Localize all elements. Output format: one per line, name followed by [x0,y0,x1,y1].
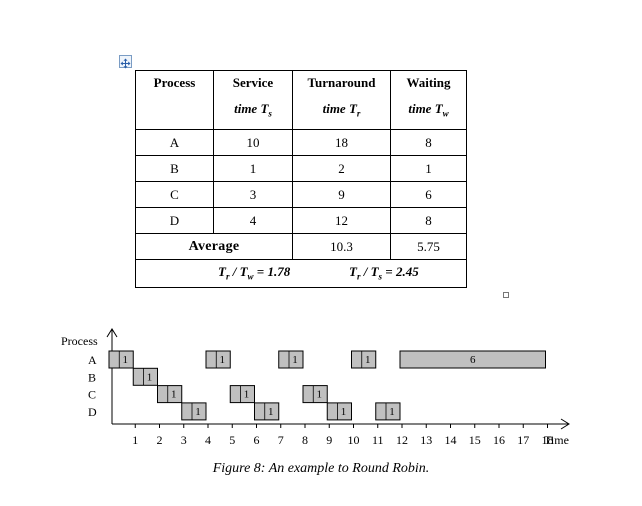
cell-turnaround: 9 [292,181,391,208]
gantt-bar [302,385,328,404]
cell-waiting: 8 [390,129,467,156]
cell-process: A [135,129,214,156]
table-row: A 10 18 8 [135,129,467,156]
x-tick-label: 12 [396,433,408,447]
process-label: A [88,353,97,367]
gantt-bar-label: 1 [268,406,274,418]
ratio-tr-ts: Tr / Ts = 2.45 [349,264,419,282]
x-tick-label: 9 [326,433,332,447]
header-service-time: Service time Ts [213,70,293,130]
gantt-bar-label: 1 [195,406,201,418]
gantt-axes: Process Time [61,328,570,447]
round-robin-table: Process Service time Ts Turnaround time … [135,70,467,288]
gantt-bar [181,402,207,421]
x-tick-label: 6 [254,433,260,447]
gantt-bar-label: 1 [389,406,395,418]
average-turnaround: 10.3 [292,233,391,260]
gantt-bars: 1 1 1 1 1 1 1 1 1 1 1 1 6 [108,350,546,421]
figure-caption: Figure 8: An example to Round Robin. [212,461,430,476]
gantt-bar-label: 1 [341,406,347,418]
cell-process: C [135,181,214,208]
x-tick-label: 5 [229,433,235,447]
gantt-bar-label: 1 [123,354,129,366]
gantt-bar-label: 1 [365,354,371,366]
process-label: D [88,405,97,419]
gantt-bar-label: 1 [292,354,298,366]
gantt-bar [351,350,377,369]
x-tick-label: 16 [493,433,505,447]
header-turnaround-time: Turnaround time Tr [292,70,391,130]
ratio-cell: Tr / Tw = 1.78 Tr / Ts = 2.45 [135,259,467,288]
x-tick-label: 14 [445,433,457,447]
gantt-bar-label: 1 [171,389,177,401]
x-tick-label: 13 [420,433,432,447]
cell-turnaround: 18 [292,129,391,156]
ratio-tr-tw: Tr / Tw = 1.78 [218,264,291,282]
gantt-bar [132,367,158,386]
x-tick-label: 3 [181,433,187,447]
gantt-bar-label: 1 [317,389,323,401]
gantt-bar [399,350,546,369]
average-label: Average [135,233,293,260]
header-waiting-time: Waiting time Tw [390,70,467,130]
cell-turnaround: 12 [292,207,391,234]
four-arrows-icon [120,58,131,69]
x-tick-label: 7 [278,433,284,447]
y-axis-arrow-icon [106,328,118,338]
cell-service: 10 [213,129,293,156]
process-label: C [88,388,96,402]
x-ticks: 1 2 3 4 5 6 7 8 9 10 11 12 13 14 15 16 17 18 [132,424,554,447]
table-header-row: Process Service time Ts Turnaround time … [135,70,467,130]
x-tick-label: 8 [302,433,308,447]
x-tick-label: 2 [157,433,163,447]
gantt-bar [254,402,280,421]
x-axis-arrow-icon [560,418,570,430]
x-tick-label: 18 [542,433,554,447]
table-row: C 3 9 6 [135,181,467,208]
x-axis-title: Time [544,433,569,447]
table-row: D 4 12 8 [135,207,467,234]
ratio-row: Tr / Tw = 1.78 Tr / Ts = 2.45 [135,259,467,288]
cell-waiting: 8 [390,207,467,234]
y-axis-title: Process [61,334,98,348]
cell-process: D [135,207,214,234]
x-tick-label: 17 [517,433,529,447]
x-tick-label: 1 [132,433,138,447]
cell-process: B [135,155,214,182]
x-tick-label: 10 [348,433,360,447]
process-label: B [88,370,96,384]
average-row: Average 10.3 5.75 [135,233,467,260]
x-tick-label: 4 [205,433,211,447]
gantt-bar [278,350,304,369]
table-resize-handle[interactable] [503,292,509,298]
gantt-bar-label: 6 [470,354,476,366]
table-row: B 1 2 1 [135,155,467,182]
gantt-bar-label: 1 [220,354,226,366]
cell-service: 3 [213,181,293,208]
gantt-bar-label: 1 [244,389,250,401]
gantt-bar [375,402,401,421]
gantt-bar [229,385,255,404]
gantt-bar [157,385,183,404]
cell-service: 1 [213,155,293,182]
gantt-bar-label: 1 [147,371,153,383]
x-tick-label: 15 [469,433,481,447]
x-tick-label: 11 [372,433,384,447]
gantt-bar [326,402,352,421]
gantt-bar [205,350,231,369]
table-move-handle-icon[interactable] [119,55,132,69]
cell-turnaround: 2 [292,155,391,182]
gantt-bar [108,350,134,369]
